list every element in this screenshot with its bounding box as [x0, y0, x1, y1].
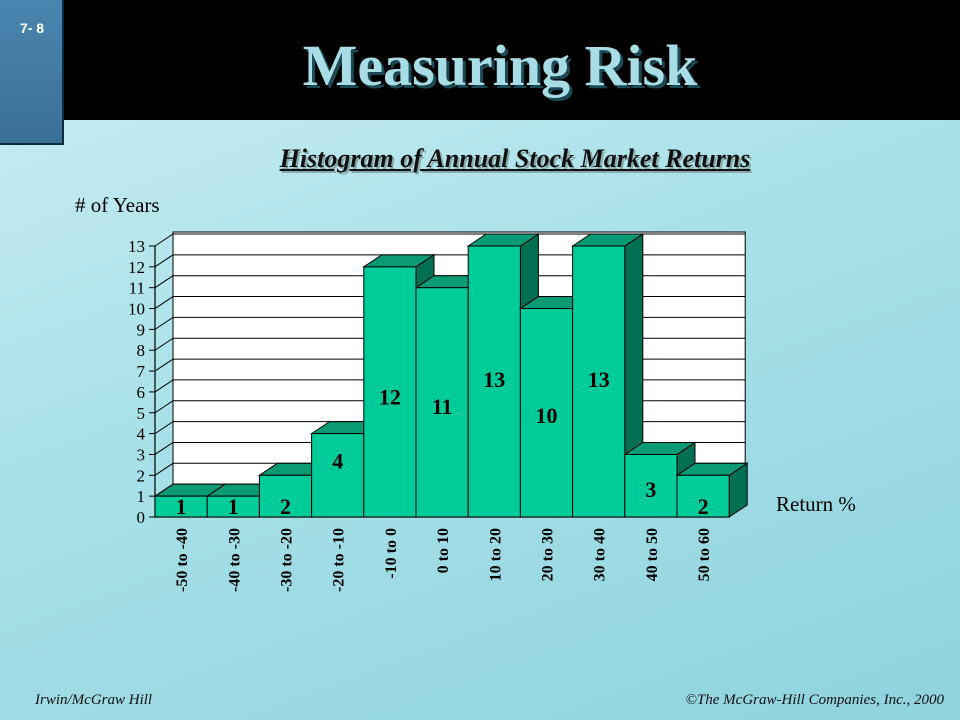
y-tick-label: 6: [137, 383, 146, 402]
y-tick-label: 9: [137, 320, 146, 339]
x-tick-label: 0 to 10: [435, 528, 452, 573]
bar: [624, 453, 678, 518]
data-label: 11: [432, 394, 453, 419]
gridline-slant: [154, 358, 174, 372]
gridline-slant: [154, 233, 174, 247]
gridline-slant: [154, 421, 174, 435]
bar: [415, 287, 469, 518]
title-bar: [0, 0, 960, 120]
gridline-slant: [154, 379, 174, 393]
x-tick-label: 50 to 60: [696, 528, 713, 581]
x-tick-label: -40 to -30: [226, 528, 243, 592]
bar: [572, 245, 626, 518]
gridline-slant: [154, 296, 174, 309]
y-tick-label: 12: [128, 258, 145, 277]
x-tick-label: 10 to 20: [487, 528, 504, 581]
x-tick-label: 20 to 30: [540, 528, 557, 581]
data-label: 1: [228, 494, 239, 519]
bar: [519, 308, 574, 518]
data-label: 3: [645, 477, 656, 502]
x-tick-label: -30 to -20: [279, 528, 296, 592]
slide-title: Measuring Risk: [302, 33, 698, 98]
data-label: 12: [379, 384, 401, 409]
chart-title: Histogram of Annual Stock Market Returns: [279, 144, 751, 173]
y-tick-label: 7: [137, 362, 146, 381]
y-tick-label: 10: [128, 300, 145, 319]
slide-number: 7- 8: [19, 20, 45, 36]
gridline-slant: [154, 400, 174, 414]
gridline-slant: [154, 462, 174, 476]
data-label: 13: [483, 367, 505, 392]
y-tick-label: 8: [137, 341, 146, 360]
gridline-slant: [154, 442, 174, 455]
data-label: 13: [588, 367, 610, 392]
y-tick-label: 13: [128, 237, 145, 256]
data-label: 1: [176, 494, 187, 519]
gridline-slant: [154, 316, 174, 330]
bar: [258, 474, 313, 518]
bar: [311, 433, 365, 518]
bar: [467, 245, 521, 518]
gridline-slant: [154, 337, 174, 351]
y-tick-label: 0: [137, 508, 146, 527]
x-tick-label: -10 to 0: [383, 528, 400, 579]
data-label: 2: [698, 494, 709, 519]
gridline-slant: [154, 275, 174, 289]
y-axis-label: # of Years: [75, 193, 160, 217]
y-tick-label: 3: [137, 445, 146, 464]
x-tick-label: 40 to 50: [644, 528, 661, 581]
data-label: 10: [536, 403, 558, 428]
bar: [676, 474, 730, 518]
publisher-footer: Irwin/McGraw Hill: [35, 692, 153, 708]
y-tick-label: 2: [137, 466, 146, 485]
y-tick-label: 4: [137, 425, 146, 444]
y-tick-label: 5: [137, 404, 146, 423]
x-tick-label: -50 to -40: [174, 528, 191, 592]
y-tick-label: 1: [137, 487, 146, 506]
data-label: 4: [332, 449, 343, 474]
y-tick-label: 11: [129, 279, 145, 298]
x-tick-label: 30 to 40: [592, 528, 609, 581]
x-axis-label: Return %: [776, 492, 856, 516]
slide-number-tab: 7- 8: [0, 0, 64, 145]
x-tick-label: -20 to -10: [331, 528, 348, 592]
data-label: 2: [280, 494, 291, 519]
copyright-footer: ©The McGraw-Hill Companies, Inc., 2000: [685, 692, 944, 708]
bar: [363, 266, 417, 518]
gridline-slant: [154, 254, 174, 268]
